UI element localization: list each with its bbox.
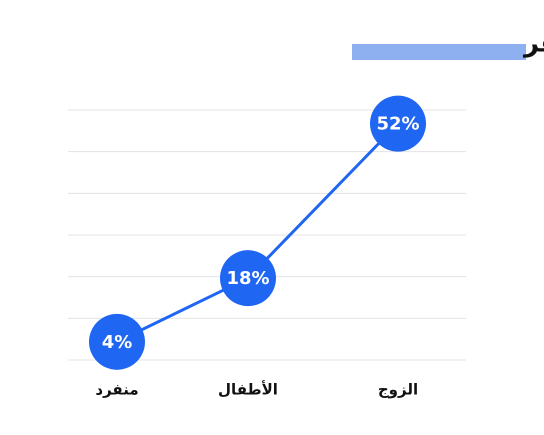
x-tick-label: الزوج (378, 381, 418, 399)
title-highlight (352, 44, 526, 60)
point (370, 95, 426, 152)
x-tick-label: الأطفال (218, 381, 278, 399)
point (220, 250, 276, 307)
value-label: 52% (376, 114, 419, 135)
value-label: 18% (226, 268, 269, 289)
value-label: 4% (102, 332, 133, 353)
point (89, 313, 145, 370)
line (116, 122, 400, 344)
chart-title: رفقاء السفر (522, 29, 544, 59)
x-tick-label: منفرد (95, 381, 138, 399)
